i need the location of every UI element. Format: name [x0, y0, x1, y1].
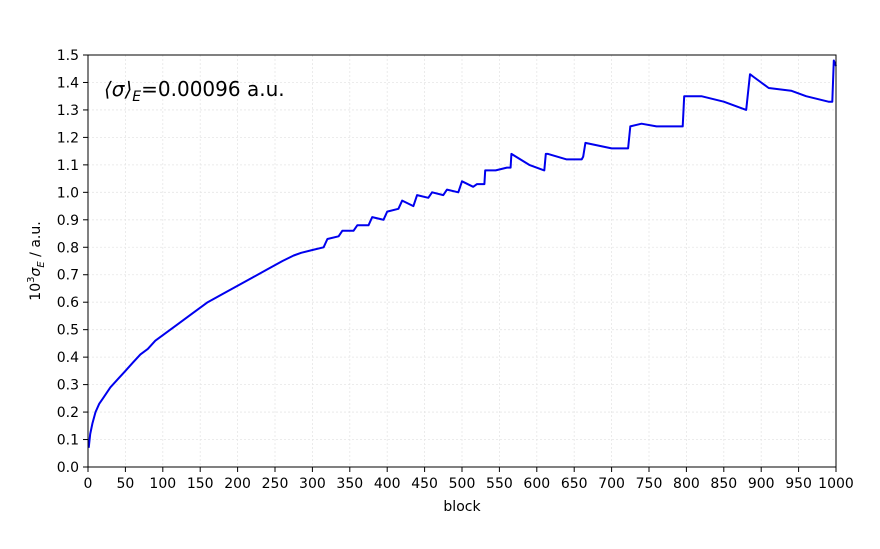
- y-tick-label: 0.3: [57, 378, 79, 394]
- x-tick-label: 850: [710, 476, 737, 492]
- y-tick-label: 0.0: [57, 460, 79, 476]
- y-tick-label: 0.4: [57, 350, 79, 366]
- y-axis-label-sigma: σ: [28, 266, 44, 276]
- y-tick-label: 1.3: [57, 103, 79, 119]
- x-tick-label: 750: [636, 476, 663, 492]
- annotation-subscript: E: [132, 89, 141, 105]
- grid: [87, 54, 837, 468]
- y-axis-label-prefix: 10: [28, 283, 44, 301]
- y-tick-label: 1.1: [57, 158, 79, 174]
- y-tick-label: 0.9: [57, 213, 79, 229]
- y-tick-label: 1.2: [57, 130, 79, 146]
- y-axis-label-subscript: E: [36, 261, 47, 268]
- x-tick-label: 350: [336, 476, 363, 492]
- series-layer: [87, 59, 837, 448]
- y-axis-label-unit: / a.u.: [28, 221, 44, 261]
- x-tick-label: 200: [224, 476, 251, 492]
- x-tick-label: 900: [748, 476, 775, 492]
- x-axis-ticks: 0 50 100 150 200 250 300 350 400 450 500 550 600 650 7…: [84, 467, 854, 492]
- y-axis-label: 103σE / a.u.: [26, 221, 47, 300]
- x-axis-label: block: [443, 499, 481, 515]
- y-tick-label: 1.4: [57, 75, 79, 91]
- x-tick-label: 650: [561, 476, 588, 492]
- y-tick-label: 0.7: [57, 268, 79, 284]
- x-tick-label: 450: [411, 476, 438, 492]
- x-tick-label: 500: [449, 476, 476, 492]
- x-tick-label: 0: [84, 476, 93, 492]
- x-tick-label: 150: [187, 476, 214, 492]
- y-axis-label-exponent: 3: [26, 276, 37, 282]
- annotation-value: =0.00096 a.u.: [141, 77, 284, 101]
- series-line: [87, 59, 837, 448]
- x-tick-label: 950: [785, 476, 812, 492]
- x-tick-label: 250: [262, 476, 289, 492]
- y-tick-label: 1.0: [57, 185, 79, 201]
- mean-sigma-annotation: ⟨σ⟩E=0.00096 a.u.: [104, 77, 285, 105]
- y-tick-label: 0.2: [57, 405, 79, 421]
- y-tick-label: 1.5: [57, 48, 79, 64]
- annotation-open: ⟨σ⟩: [104, 77, 132, 101]
- x-tick-label: 800: [673, 476, 700, 492]
- x-tick-label: 100: [149, 476, 176, 492]
- x-tick-label: 400: [374, 476, 401, 492]
- x-tick-label: 550: [486, 476, 513, 492]
- x-tick-label: 700: [598, 476, 625, 492]
- y-tick-label: 0.8: [57, 240, 79, 256]
- y-tick-label: 0.1: [57, 433, 79, 449]
- x-tick-label: 300: [299, 476, 326, 492]
- x-tick-label: 1000: [818, 476, 854, 492]
- y-tick-label: 0.6: [57, 295, 79, 311]
- x-tick-label: 50: [116, 476, 134, 492]
- y-tick-label: 0.5: [57, 323, 79, 339]
- x-tick-label: 600: [523, 476, 550, 492]
- y-axis-ticks: 0.0 0.1 0.2 0.3 0.4 0.5 0.6 0.7 0.8 0.9 1.0 1.1 1.2 1…: [57, 48, 88, 476]
